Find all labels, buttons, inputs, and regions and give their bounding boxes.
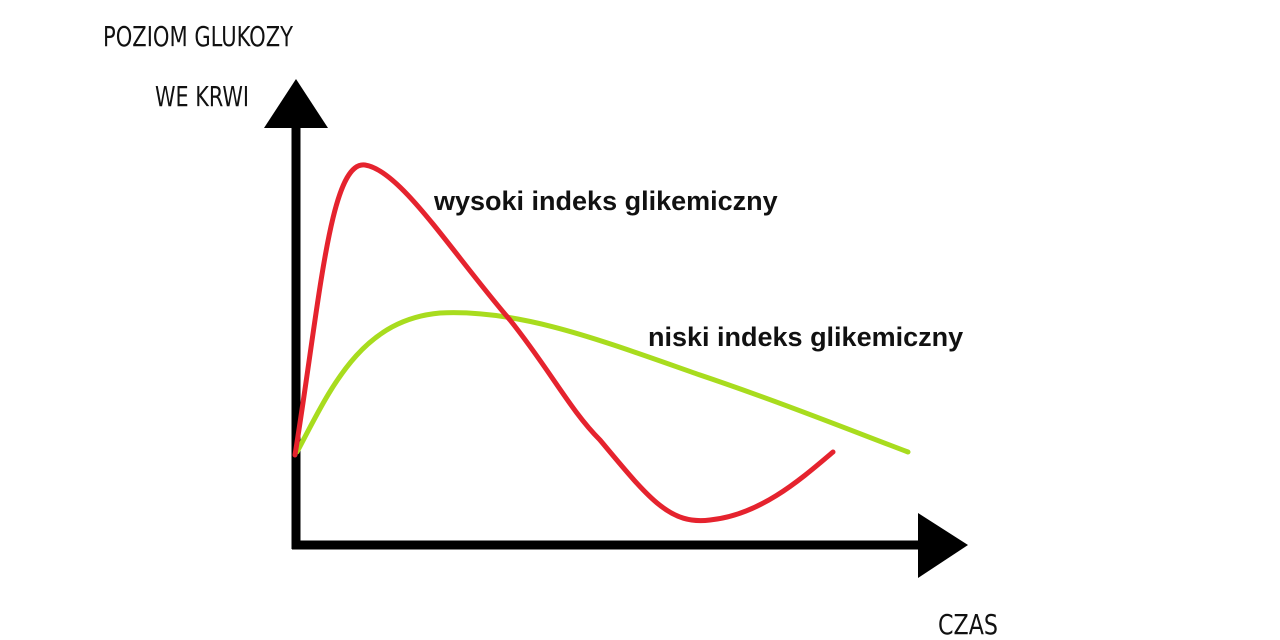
x-axis-label: CZAS [938,608,998,640]
y-axis-arrow [264,79,328,128]
high-gi-curve [292,162,836,524]
curve-label: wysoki indeks glikemiczny [433,186,778,216]
y-axis-label: POZIOM GLUKOZY [103,20,294,53]
curve-label: niski indeks glikemiczny [648,322,963,352]
x-axis-arrow [918,513,968,578]
low-gi-curve [294,310,911,455]
y-axis-label: WE KRWI [155,80,249,113]
